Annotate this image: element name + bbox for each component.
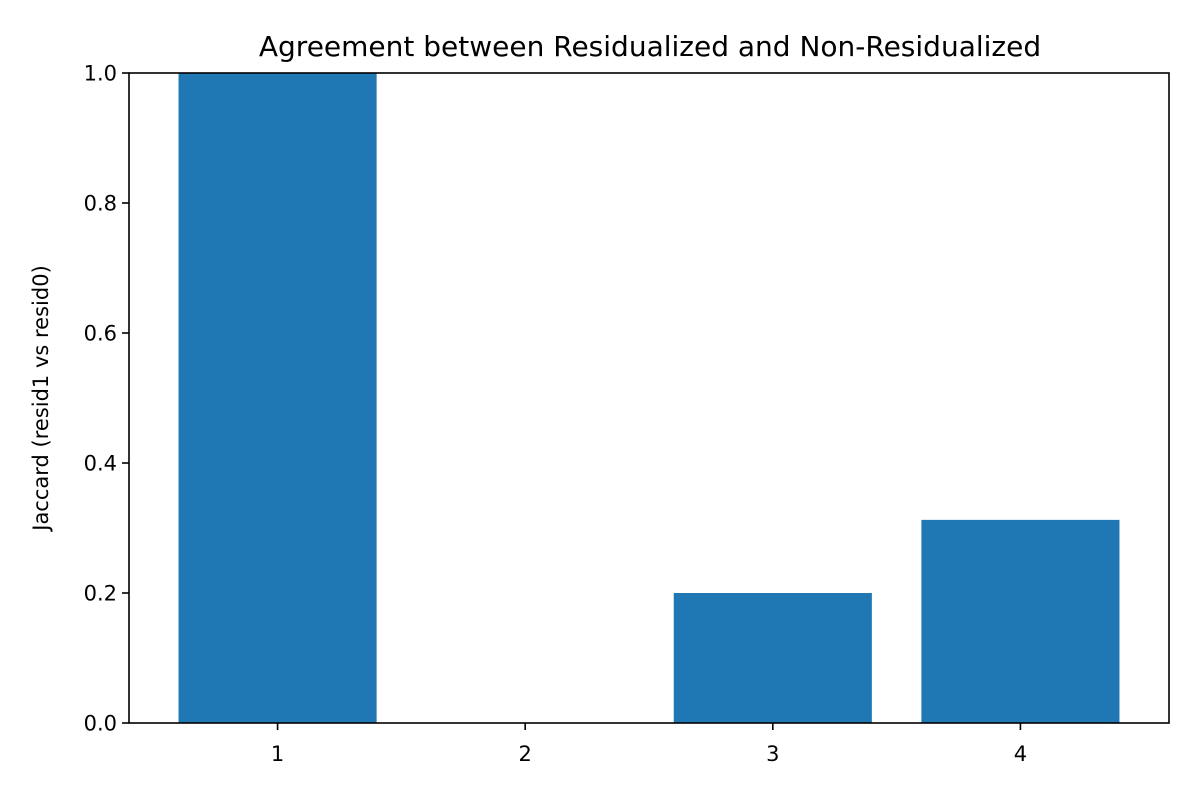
y-tick-label: 0.2 xyxy=(84,582,117,606)
y-tick-label: 0.6 xyxy=(84,322,117,346)
x-tick-label: 2 xyxy=(519,742,532,766)
y-tick-label: 0.8 xyxy=(84,192,117,216)
x-tick-label: 1 xyxy=(271,742,284,766)
x-tick-label: 4 xyxy=(1014,742,1027,766)
y-tick-label: 0.0 xyxy=(84,712,117,736)
bar-1 xyxy=(178,73,377,723)
x-tick-label: 3 xyxy=(766,742,779,766)
y-axis-label: Jaccard (resid1 vs resid0) xyxy=(29,265,53,533)
bar-4 xyxy=(921,519,1120,723)
y-tick-label: 0.4 xyxy=(84,452,117,476)
y-tick-label: 1.0 xyxy=(84,62,117,86)
bar-3 xyxy=(673,593,872,723)
plot-frame xyxy=(128,72,1170,724)
plot-area: 0.0 0.2 0.4 0.6 0.8 1.0 1 2 3 4 xyxy=(84,62,1170,766)
chart-title: Agreement between Residualized and Non-R… xyxy=(259,30,1041,63)
